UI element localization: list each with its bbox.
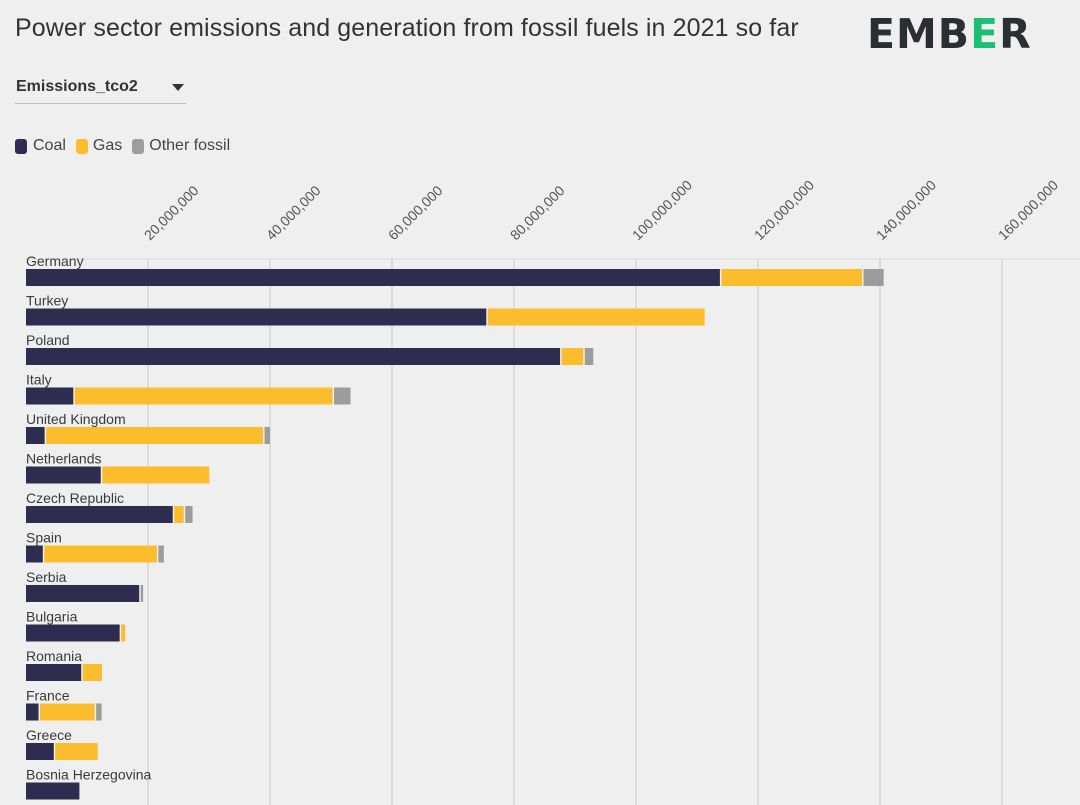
bar-segment-gas[interactable] — [55, 743, 98, 760]
logo-text-accent: E — [970, 10, 1000, 58]
bar-segment-gas[interactable] — [174, 506, 184, 523]
bar-segment-other-fossil[interactable] — [96, 703, 102, 721]
metric-dropdown[interactable]: Emissions_tco2 — [15, 72, 186, 104]
chevron-down-icon — [172, 84, 184, 91]
bar-segment-coal[interactable] — [26, 664, 82, 681]
bar-segment-gas[interactable] — [46, 427, 264, 444]
category-label: Czech Republic — [26, 490, 124, 506]
category-label: Poland — [26, 332, 70, 348]
bar-segment-coal[interactable] — [26, 703, 39, 721]
x-tick-label: 60,000,000 — [385, 182, 446, 243]
bar-segment-coal[interactable] — [26, 427, 45, 444]
ember-logo: EMB E R — [867, 10, 1032, 58]
bar-segment-gas[interactable] — [487, 308, 705, 326]
x-tick-label: 40,000,000 — [263, 182, 324, 243]
logo-text-start: EMB — [867, 10, 971, 58]
bar-segment-coal[interactable] — [26, 308, 487, 326]
bar-segment-coal[interactable] — [26, 782, 80, 800]
bar-segment-coal[interactable] — [26, 743, 54, 760]
bar-segment-coal[interactable] — [26, 506, 173, 523]
bar-segment-coal[interactable] — [26, 269, 720, 286]
logo-text-end: R — [999, 10, 1032, 58]
category-label: Turkey — [26, 293, 68, 309]
category-label: France — [26, 688, 70, 704]
bar-segment-gas[interactable] — [40, 703, 95, 721]
category-label: Romania — [26, 648, 82, 664]
bar-segment-gas[interactable] — [121, 624, 126, 642]
bar-segment-other-fossil[interactable] — [334, 387, 351, 405]
bar-segment-gas[interactable] — [44, 545, 157, 563]
bar-segment-other-fossil[interactable] — [185, 506, 193, 523]
category-label: Bulgaria — [26, 609, 78, 625]
bar-segment-gas[interactable] — [102, 466, 210, 484]
metric-dropdown-value: Emissions_tco2 — [16, 78, 138, 95]
legend: Coal Gas Other fossil — [15, 137, 240, 155]
bar-segment-other-fossil[interactable] — [584, 348, 594, 365]
bar-segment-other-fossil[interactable] — [140, 585, 144, 602]
x-tick-label: 120,000,000 — [751, 177, 818, 244]
bar-segment-other-fossil[interactable] — [863, 269, 884, 286]
category-label: Bosnia Herzegovina — [26, 767, 152, 783]
bar-segment-coal[interactable] — [26, 387, 74, 405]
bar-segment-other-fossil[interactable] — [158, 545, 164, 563]
x-tick-label: 20,000,000 — [141, 182, 202, 243]
legend-label-other-fossil: Other fossil — [149, 137, 231, 154]
bar-segment-gas[interactable] — [721, 269, 863, 286]
bar-segment-gas[interactable] — [561, 348, 584, 365]
bar-segment-coal[interactable] — [26, 545, 43, 563]
x-tick-label: 140,000,000 — [873, 177, 940, 244]
legend-label-gas: Gas — [92, 137, 123, 154]
category-label: Serbia — [26, 569, 67, 585]
category-label: United Kingdom — [26, 411, 126, 427]
bar-segment-coal[interactable] — [26, 624, 120, 642]
bar-segment-coal[interactable] — [26, 585, 140, 602]
category-label: Germany — [26, 253, 84, 269]
x-tick-label: 80,000,000 — [507, 182, 568, 243]
legend-swatch-gas — [75, 138, 88, 154]
bar-segment-gas[interactable] — [82, 664, 102, 681]
x-tick-label: 100,000,000 — [629, 177, 696, 244]
chart-title: Power sector emissions and generation fr… — [15, 14, 799, 42]
legend-item-other-fossil[interactable]: Other fossil — [132, 137, 230, 155]
bar-segment-coal[interactable] — [26, 466, 101, 484]
bar-segment-other-fossil[interactable] — [264, 427, 270, 444]
bar-segment-coal[interactable] — [26, 348, 561, 365]
legend-label-coal: Coal — [33, 137, 66, 154]
category-label: Spain — [26, 530, 62, 546]
x-tick-label: 160,000,000 — [995, 177, 1062, 244]
legend-item-coal[interactable]: Coal — [15, 137, 66, 155]
bar-segment-gas[interactable] — [74, 387, 333, 405]
category-label: Greece — [26, 727, 72, 743]
legend-item-gas[interactable]: Gas — [75, 137, 123, 155]
category-label: Italy — [26, 372, 52, 388]
legend-swatch-coal — [15, 138, 27, 154]
legend-swatch-other-fossil — [132, 138, 145, 154]
category-label: Netherlands — [26, 451, 102, 467]
